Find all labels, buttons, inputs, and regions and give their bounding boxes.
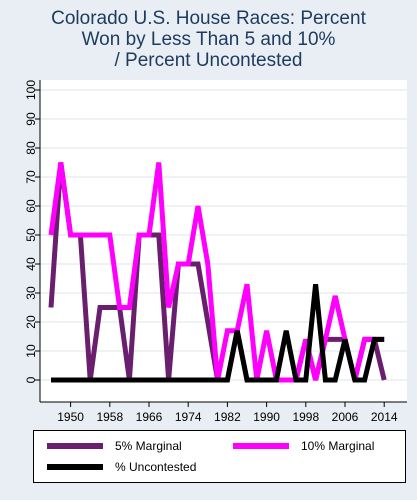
y-tick-label: 100 (24, 80, 38, 100)
legend-item-uncontested: % Uncontested (47, 460, 196, 474)
y-tick-label: 40 (24, 257, 38, 271)
x-tick-label: 1966 (136, 410, 163, 424)
legend-label-uncontested: % Uncontested (115, 460, 197, 474)
x-tick-label: 1990 (253, 410, 280, 424)
legend-label-10pct: 10% Marginal (301, 439, 375, 453)
legend: 5% Marginal 10% Marginal % Uncontested (33, 430, 406, 483)
x-tick-label: 2014 (371, 410, 398, 424)
y-tick-label: 30 (24, 286, 38, 300)
series-line-2 (51, 284, 385, 383)
legend-item-10pct: 10% Marginal (233, 439, 374, 453)
legend-swatch-uncontested (47, 464, 103, 470)
legend-swatch-10pct (233, 443, 289, 449)
x-axis: 1950 1958 1966 1974 1982 1990 1998 2006 2014 (40, 401, 407, 424)
x-tick-label: 1982 (214, 410, 241, 424)
y-tick-label: 0 (24, 376, 38, 383)
x-tick-label: 2006 (332, 410, 359, 424)
y-tick-label: 50 (24, 228, 38, 242)
title-line-1: Colorado U.S. House Races: Percent (51, 8, 366, 29)
y-tick-label: 10 (24, 344, 38, 358)
legend-swatch-5pct (47, 443, 103, 449)
legend-item-5pct: 5% Marginal (47, 439, 182, 453)
y-tick-label: 70 (24, 170, 38, 184)
title-line-2: Won by Less Than 5 and 10% (81, 29, 336, 50)
y-tick-label: 80 (24, 141, 38, 155)
x-tick-label: 1998 (292, 410, 319, 424)
y-tick-label: 20 (24, 315, 38, 329)
x-tick-label: 1958 (96, 410, 123, 424)
series-lines (48, 162, 387, 383)
x-tick-label: 1950 (57, 410, 84, 424)
chart-title: Colorado U.S. House Races: Percent Won b… (0, 8, 417, 71)
x-tick-label: 1974 (175, 410, 202, 424)
y-axis: 0 10 20 30 40 50 60 70 80 90 100 (24, 80, 41, 402)
y-tick-label: 60 (24, 199, 38, 213)
legend-label-5pct: 5% Marginal (115, 439, 182, 453)
title-line-3: / Percent Uncontested (114, 50, 303, 71)
y-tick-label: 90 (24, 112, 38, 126)
